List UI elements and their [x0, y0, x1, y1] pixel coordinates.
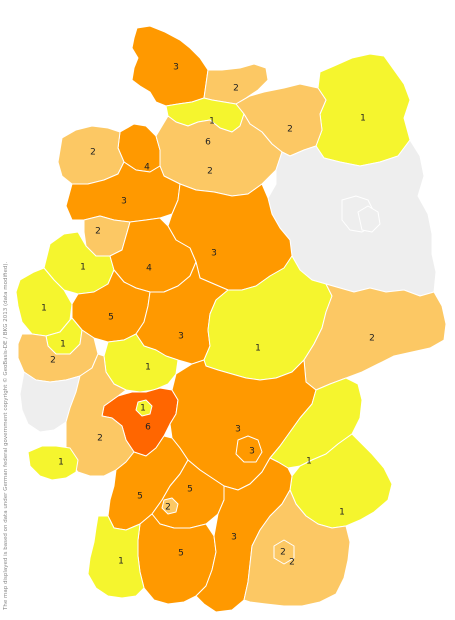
- label-lower-saxony-coast: 2: [90, 148, 96, 158]
- region-munich[interactable]: [273, 539, 295, 565]
- label-upper-bavaria: 2: [289, 558, 295, 568]
- region-schleswig-holstein[interactable]: [131, 25, 209, 107]
- label-bw-southwest: 1: [118, 557, 124, 567]
- region-berlin[interactable]: [357, 205, 381, 233]
- label-nrw-muenster: 1: [80, 263, 86, 273]
- label-nrw-bonn: 1: [60, 340, 66, 350]
- label-bw-south-central: 5: [178, 549, 184, 559]
- label-pfalz-south: 1: [58, 458, 64, 468]
- copyright-notice: The map displayed is based on data under…: [3, 261, 9, 610]
- label-bw-north: 5: [137, 492, 143, 502]
- label-mecklenburg-west: 2: [233, 84, 239, 94]
- label-nrw-west: 1: [41, 304, 47, 314]
- label-rhineland-palatinate-north: 2: [50, 356, 56, 366]
- label-nrw-north: 2: [95, 227, 101, 237]
- label-upper-palatinate: 1: [306, 457, 312, 467]
- region-nuremberg[interactable]: [235, 435, 263, 463]
- region-stuttgart-core[interactable]: [161, 497, 179, 515]
- label-nrw-bielefeld: 4: [146, 264, 152, 274]
- label-stuttgart-core: 2: [165, 503, 171, 513]
- region-saxony[interactable]: [303, 283, 447, 391]
- label-rhineland-palatinate-south: 2: [97, 434, 103, 444]
- label-lower-bavaria: 1: [339, 508, 345, 518]
- label-nrw-ruhr: 5: [108, 313, 114, 323]
- region-frankfurt-inner[interactable]: [135, 399, 153, 417]
- label-saxony: 2: [369, 334, 375, 344]
- label-bremen: 4: [144, 163, 150, 173]
- label-hesse-north: 3: [178, 332, 184, 342]
- region-mecklenburg-east[interactable]: [315, 53, 411, 167]
- label-munich: 2: [280, 548, 286, 558]
- label-stuttgart: 5: [187, 485, 193, 495]
- labels-layer: 3 2 1 1 6 4 2 2 3 2 3 2 1 1 4 5 1 3 2 1 …: [41, 63, 375, 568]
- label-lower-saxony-east: 3: [211, 249, 217, 259]
- region-upper-bavaria[interactable]: [243, 489, 351, 607]
- region-bw-southwest[interactable]: [87, 515, 145, 599]
- label-lower-saxony-central: 2: [287, 125, 293, 135]
- label-hamburg-ring: 1: [209, 117, 215, 127]
- region-rhineland-palatinate-south[interactable]: [65, 353, 135, 477]
- label-lower-saxony-west: 3: [121, 197, 127, 207]
- label-mecklenburg-east: 1: [360, 114, 366, 124]
- regions-layer: [15, 25, 447, 613]
- label-franconia: 3: [235, 425, 241, 435]
- label-frankfurt-inner: 1: [140, 404, 146, 414]
- label-lower-saxony-hanover: 2: [207, 167, 213, 177]
- label-schleswig-holstein: 3: [173, 63, 179, 73]
- region-pfalz-south[interactable]: [27, 445, 79, 481]
- label-thuringia: 1: [255, 344, 261, 354]
- label-hamburg-core: 6: [205, 138, 211, 148]
- label-frankfurt-metro: 6: [145, 423, 151, 433]
- label-nuremberg: 3: [249, 447, 255, 457]
- label-swabia: 3: [231, 533, 237, 543]
- label-hesse-central: 1: [145, 363, 151, 373]
